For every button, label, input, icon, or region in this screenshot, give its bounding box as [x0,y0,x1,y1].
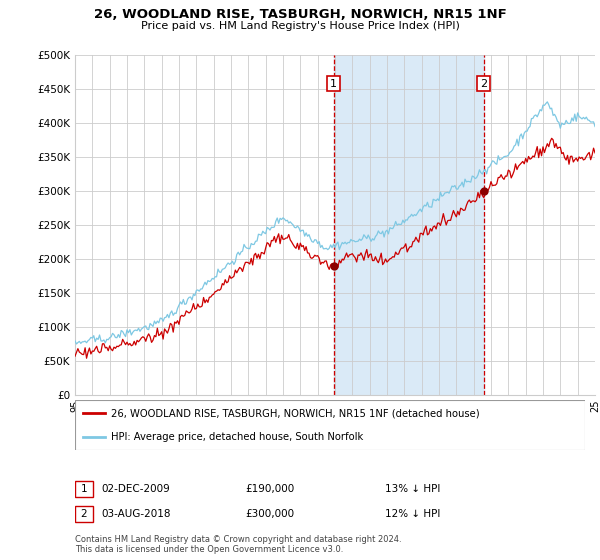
Text: 12% ↓ HPI: 12% ↓ HPI [385,509,440,519]
Text: 03-AUG-2018: 03-AUG-2018 [101,509,170,519]
Text: HPI: Average price, detached house, South Norfolk: HPI: Average price, detached house, Sout… [111,432,363,442]
Text: 26, WOODLAND RISE, TASBURGH, NORWICH, NR15 1NF: 26, WOODLAND RISE, TASBURGH, NORWICH, NR… [94,8,506,21]
Bar [75,506,93,522]
Text: 1: 1 [330,78,337,88]
Text: 13% ↓ HPI: 13% ↓ HPI [385,484,440,494]
Bar [334,55,484,395]
Text: 1: 1 [80,484,88,494]
Text: £190,000: £190,000 [245,484,294,494]
Text: 26, WOODLAND RISE, TASBURGH, NORWICH, NR15 1NF (detached house): 26, WOODLAND RISE, TASBURGH, NORWICH, NR… [111,408,479,418]
Text: 2: 2 [80,509,88,519]
Text: 2: 2 [480,78,487,88]
Text: Price paid vs. HM Land Registry's House Price Index (HPI): Price paid vs. HM Land Registry's House … [140,21,460,31]
Text: Contains HM Land Registry data © Crown copyright and database right 2024.
This d: Contains HM Land Registry data © Crown c… [75,535,401,554]
Text: £300,000: £300,000 [245,509,294,519]
Bar [75,481,93,497]
Text: 02-DEC-2009: 02-DEC-2009 [101,484,170,494]
